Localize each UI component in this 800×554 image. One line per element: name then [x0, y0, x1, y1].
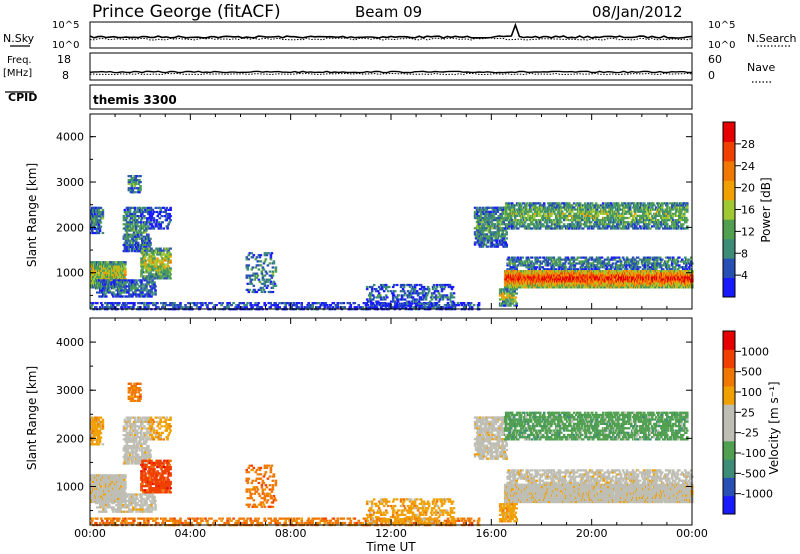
y-tick-label: 1000 — [56, 267, 84, 280]
power-cbar-tick: 8 — [741, 247, 748, 260]
velocity-colorbar: 1000 500 100 25 -25 -100 -500 -1000 — [722, 330, 773, 515]
y-tick-label: 3000 — [56, 384, 84, 397]
velocity-cbar-tick: -25 — [741, 427, 759, 440]
x-tick-label: 20:00 — [576, 527, 608, 540]
y-tick-label: 2000 — [56, 432, 84, 445]
nave-tick-bottom: 0 — [708, 69, 715, 82]
colorbar-swatch — [723, 160, 735, 181]
colorbar-swatch — [723, 385, 735, 405]
nave-series — [89, 72, 693, 76]
x-tick-label: 00:00 — [676, 527, 708, 540]
power-colorbar: 4 8 12 16 20 24 28 — [722, 121, 755, 298]
colorbar-swatch — [723, 219, 735, 240]
x-tick-label: 16:00 — [475, 527, 507, 540]
nsky-series — [89, 22, 693, 39]
power-colorbar-label: Power [dB] — [759, 177, 773, 242]
colorbar-swatch — [723, 404, 735, 423]
power-ylabel: Slant Range [km] — [25, 163, 39, 267]
velocity-cbar-tick: 25 — [741, 406, 755, 419]
colorbar-swatch — [723, 331, 735, 350]
freq-tick-top: 18 — [57, 53, 71, 66]
colorbar-swatch — [723, 459, 735, 478]
colorbar-swatch — [723, 180, 735, 201]
y-tick-label: 4000 — [56, 131, 84, 144]
power-panel: 1000 2000 3000 4000 Slant Range [km] 4 8 12 16… — [25, 113, 773, 311]
power-cbar-tick: 12 — [741, 225, 755, 238]
velocity-cbar-tick: 1000 — [741, 345, 769, 358]
xaxis-label: Time UT — [365, 540, 416, 554]
colorbar-swatch — [723, 258, 735, 279]
colorbar-swatch — [723, 477, 735, 497]
nsearch-series — [89, 37, 693, 41]
x-tick-label: 08:00 — [275, 527, 307, 540]
colorbar-swatch — [723, 199, 735, 220]
x-tick-label: 12:00 — [375, 527, 407, 540]
nsky-tick-top: 10^5 — [52, 20, 79, 31]
cpid-value: themis 3300 — [93, 93, 177, 107]
cpid-strip: CPID themis 3300 — [5, 84, 693, 110]
velocity-panel: 1000 2000 3000 4000 Slant Range [km] 1000 50… — [25, 317, 781, 554]
y-tick-label: 1000 — [56, 480, 84, 493]
freq-tick-bottom: 8 — [62, 69, 69, 82]
beam-label: Beam 09 — [355, 3, 422, 21]
colorbar-swatch — [723, 440, 735, 460]
colorbar-swatch — [723, 422, 735, 442]
nsky-tick-bottom: 10^0 — [52, 40, 79, 51]
velocity-cbar-tick: -100 — [741, 447, 766, 460]
cpid-label: CPID — [8, 91, 37, 104]
colorbar-swatch — [723, 367, 735, 387]
colorbar-swatch — [723, 238, 735, 259]
colorbar-swatch — [723, 495, 735, 515]
power-cbar-tick: 20 — [741, 182, 755, 195]
freq-unit-label: [MHz] — [3, 68, 32, 79]
date-label: 08/Jan/2012 — [592, 3, 683, 21]
y-tick-label: 3000 — [56, 176, 84, 189]
freq-label: Freq. — [7, 55, 32, 66]
velocity-cbar-tick: -500 — [741, 467, 766, 480]
colorbar-swatch — [723, 122, 735, 142]
velocity-colorbar-label: Velocity [m s⁻¹] — [767, 381, 781, 474]
power-cbar-tick: 16 — [741, 204, 755, 217]
power-cbar-tick: 28 — [741, 138, 755, 151]
velocity-heatmap — [90, 382, 694, 527]
station-title: Prince George (fitACF) — [92, 2, 281, 22]
nave-label: Nave — [747, 61, 775, 74]
velocity-cbar-tick: -1000 — [741, 488, 773, 501]
nave-tick-top: 60 — [708, 53, 722, 66]
colorbar-swatch — [723, 277, 735, 298]
colorbar-swatch — [723, 141, 735, 162]
nsky-strip: N.Sky 10^5 10^0 10^5 10^0 N.Search — [3, 20, 797, 51]
velocity-ylabel: Slant Range [km] — [25, 366, 39, 470]
y-tick-label: 4000 — [56, 336, 84, 349]
velocity-cbar-tick: 100 — [741, 386, 762, 399]
velocity-cbar-tick: 500 — [741, 366, 762, 379]
power-cbar-tick: 24 — [741, 160, 755, 173]
freq-strip: Freq. [MHz] 18 8 60 0 Nave — [3, 52, 775, 83]
power-cbar-tick: 4 — [741, 269, 748, 282]
x-tick-label: 04:00 — [174, 527, 206, 540]
nsky-label: N.Sky — [3, 32, 35, 45]
power-heatmap — [90, 175, 694, 311]
y-tick-label: 2000 — [56, 221, 84, 234]
nsearch-label: N.Search — [747, 32, 797, 45]
colorbar-swatch — [723, 349, 735, 369]
nsearch-tick-top: 10^5 — [708, 20, 735, 31]
freq-series — [89, 70, 692, 74]
x-tick-label: 00:00 — [74, 527, 106, 540]
nsearch-tick-bottom: 10^0 — [708, 40, 735, 51]
